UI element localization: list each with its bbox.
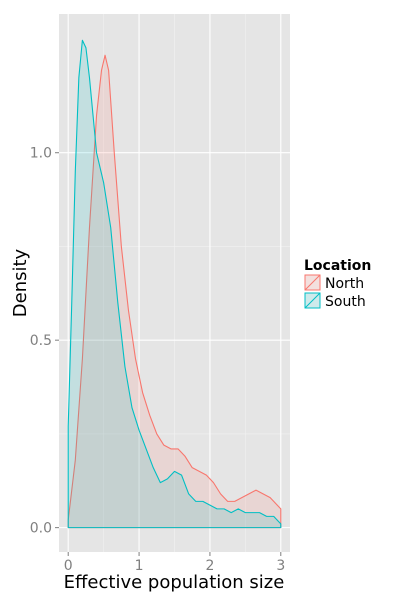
x-tick-label: 2 <box>205 558 214 574</box>
y-tick-label: 0.5 <box>30 333 52 349</box>
legend-title: Location <box>304 258 371 274</box>
density-line-north <box>67 54 282 529</box>
y-axis-ticks: 0.0 0.5 1.0 <box>30 146 59 537</box>
legend: Location North South <box>303 258 371 310</box>
density-series <box>67 39 282 529</box>
density-line-south <box>67 39 282 529</box>
y-tick-label: 1.0 <box>30 146 52 162</box>
legend-label-south: South <box>325 294 366 310</box>
legend-items: North South <box>303 273 366 310</box>
x-axis-ticks: 0 1 2 3 <box>64 552 285 574</box>
x-tick-label: 3 <box>276 558 285 574</box>
density-area-north <box>68 55 281 528</box>
density-area-south <box>68 40 281 528</box>
legend-slash-south <box>304 292 321 309</box>
x-axis-title: Effective population size <box>64 572 285 593</box>
legend-slash-north <box>304 274 321 291</box>
x-tick-label: 1 <box>135 558 144 574</box>
y-tick-label: 0.0 <box>30 521 52 537</box>
legend-label-north: North <box>325 276 364 292</box>
minor-gridlines <box>59 14 290 552</box>
y-axis-title: Density <box>10 248 31 317</box>
x-tick-label: 0 <box>64 558 73 574</box>
